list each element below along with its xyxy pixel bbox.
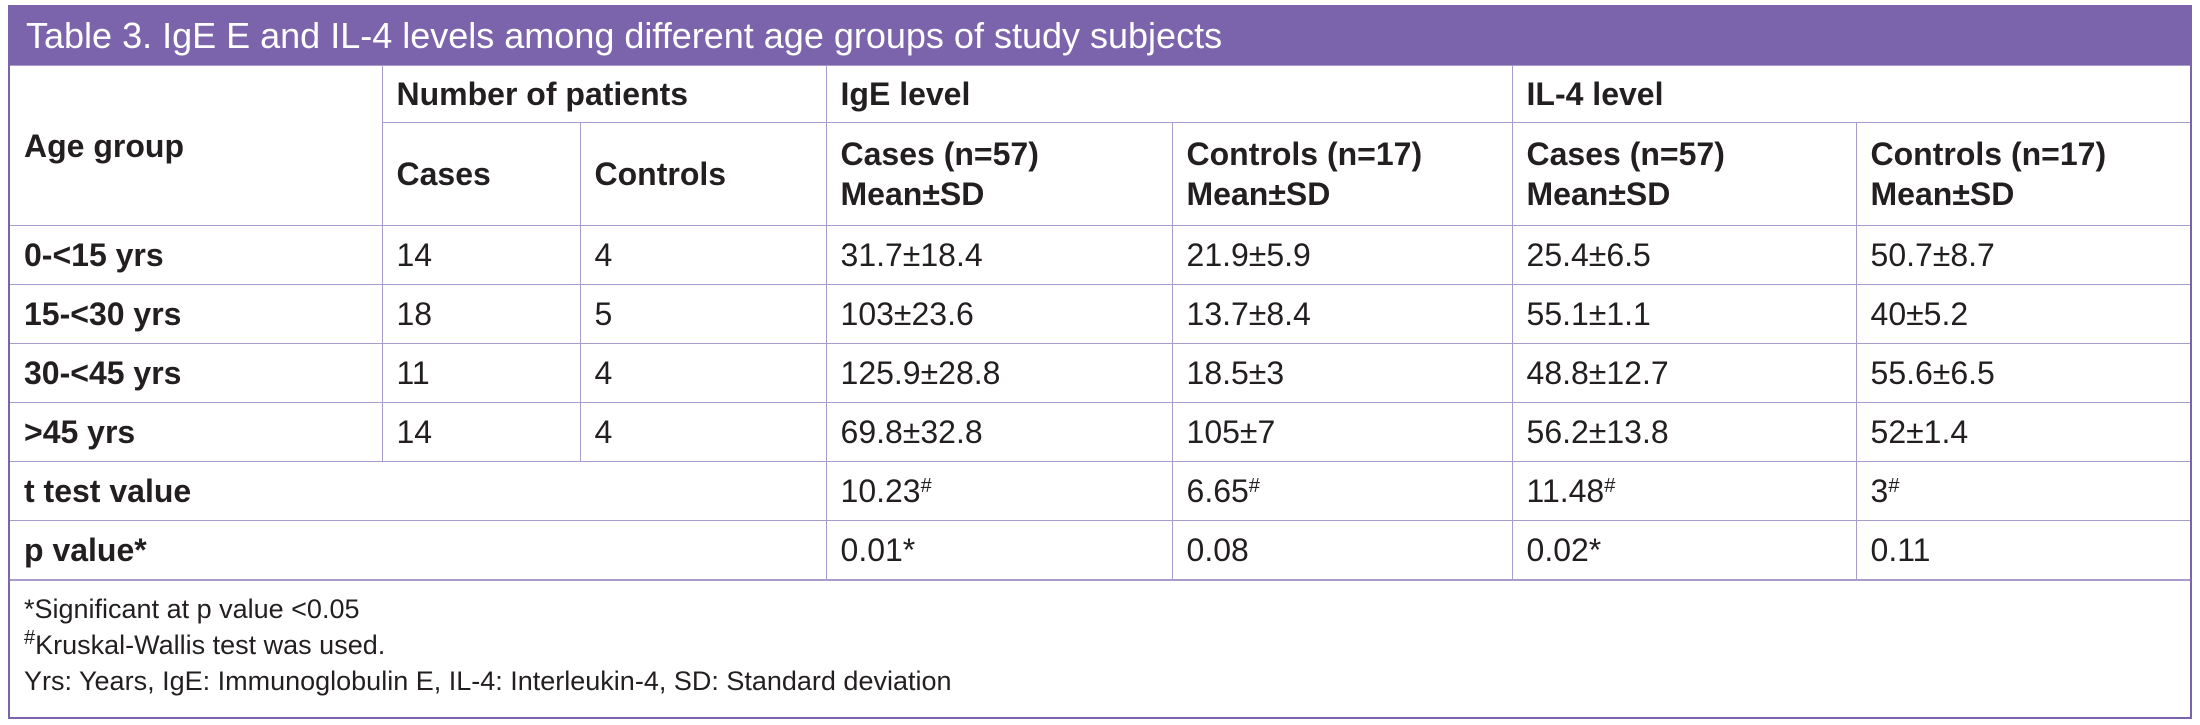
footnote-kruskal-wallis-text: Kruskal-Wallis test was used. bbox=[35, 630, 386, 660]
ttest-il4-cases: 11.48# bbox=[1511, 461, 1857, 521]
cell-cases: 18 bbox=[381, 284, 581, 344]
cell-cases: 14 bbox=[381, 402, 581, 462]
cell-ige-cases: 69.8±32.8 bbox=[825, 402, 1173, 462]
table-row: 0-<15 yrs 14 4 31.7±18.4 21.9±5.9 25.4±6… bbox=[10, 225, 2190, 285]
cell-ige-cases: 103±23.6 bbox=[825, 284, 1173, 344]
cell-il4-cases: 25.4±6.5 bbox=[1511, 225, 1857, 285]
header-row-2: Cases Controls Cases (n=57) Mean±SD Cont… bbox=[10, 122, 2190, 226]
cell-il4-controls: 50.7±8.7 bbox=[1855, 225, 2190, 285]
footnote-abbreviations: Yrs: Years, IgE: Immunoglobulin E, IL-4:… bbox=[24, 666, 952, 696]
ttest-label: t test value bbox=[10, 461, 827, 521]
cell-il4-cases: 55.1±1.1 bbox=[1511, 284, 1857, 344]
table-row: 15-<30 yrs 18 5 103±23.6 13.7±8.4 55.1±1… bbox=[10, 284, 2190, 344]
hash-mark: # bbox=[24, 627, 36, 649]
ttest-ige-controls: 6.65# bbox=[1171, 461, 1513, 521]
cell-controls: 4 bbox=[579, 343, 827, 403]
table-row: 30-<45 yrs 11 4 125.9±28.8 18.5±3 48.8±1… bbox=[10, 343, 2190, 403]
cell-cases: 11 bbox=[381, 343, 581, 403]
header-number-of-patients: Number of patients bbox=[381, 65, 827, 123]
cell-age-group: 30-<45 yrs bbox=[10, 343, 383, 403]
header-il4-cases-line2: Mean±SD bbox=[1526, 176, 1671, 212]
cell-ige-controls: 13.7±8.4 bbox=[1171, 284, 1513, 344]
cell-ige-controls: 21.9±5.9 bbox=[1171, 225, 1513, 285]
ttest-il4-controls-value: 3 bbox=[1870, 473, 1889, 509]
ttest-il4-cases-value: 11.48 bbox=[1526, 473, 1605, 509]
hash-mark: # bbox=[920, 475, 932, 497]
header-age-group: Age group bbox=[10, 65, 383, 226]
header-controls: Controls bbox=[579, 122, 827, 226]
cell-controls: 4 bbox=[579, 402, 827, 462]
cell-controls: 5 bbox=[579, 284, 827, 344]
cell-il4-controls: 40±5.2 bbox=[1855, 284, 2190, 344]
header-il4-cases: Cases (n=57) Mean±SD bbox=[1511, 122, 1857, 226]
header-il4-controls: Controls (n=17) Mean±SD bbox=[1855, 122, 2190, 226]
header-ige-controls-line1: Controls (n=17) bbox=[1186, 136, 1423, 172]
table-title: Table 3. IgE E and IL-4 levels among dif… bbox=[10, 7, 2190, 65]
cell-ige-controls: 105±7 bbox=[1171, 402, 1513, 462]
cell-age-group: 0-<15 yrs bbox=[10, 225, 383, 285]
header-il4-cases-line1: Cases (n=57) bbox=[1526, 136, 1725, 172]
header-ige-cases-line1: Cases (n=57) bbox=[840, 136, 1039, 172]
hash-mark: # bbox=[1248, 475, 1260, 497]
table-row: >45 yrs 14 4 69.8±32.8 105±7 56.2±13.8 5… bbox=[10, 402, 2190, 462]
cell-controls: 4 bbox=[579, 225, 827, 285]
header-ige-cases: Cases (n=57) Mean±SD bbox=[825, 122, 1173, 226]
footnote-kruskal-wallis: #Kruskal-Wallis test was used. bbox=[24, 627, 2190, 663]
header-cases: Cases bbox=[382, 122, 581, 226]
cell-age-group: 15-<30 yrs bbox=[10, 284, 383, 344]
ttest-ige-cases-value: 10.23 bbox=[840, 473, 921, 509]
ttest-row: t test value 10.23# 6.65# 11.48# 3# bbox=[10, 461, 2190, 521]
cell-ige-cases: 31.7±18.4 bbox=[825, 225, 1173, 285]
ttest-il4-controls: 3# bbox=[1855, 461, 2190, 521]
header-row-1: Age group Number of patients IgE level I… bbox=[10, 65, 2190, 226]
table-footnotes: *Significant at p value <0.05 #Kruskal-W… bbox=[10, 580, 2190, 699]
data-table: Age group Number of patients IgE level I… bbox=[10, 65, 2190, 580]
cell-il4-cases: 48.8±12.7 bbox=[1511, 343, 1857, 403]
cell-ige-cases: 125.9±28.8 bbox=[825, 343, 1173, 403]
ttest-ige-controls-value: 6.65 bbox=[1186, 473, 1249, 509]
header-ige-level: IgE level bbox=[825, 65, 1513, 123]
pvalue-ige-cases: 0.01* bbox=[825, 520, 1173, 580]
header-ige-cases-line2: Mean±SD bbox=[840, 176, 985, 212]
pvalue-label: p value* bbox=[10, 520, 827, 580]
pvalue-row: p value* 0.01* 0.08 0.02* 0.11 bbox=[10, 520, 2190, 580]
cell-cases: 14 bbox=[381, 225, 581, 285]
pvalue-il4-cases: 0.02* bbox=[1511, 520, 1857, 580]
header-il4-level: IL-4 level bbox=[1511, 65, 2190, 123]
cell-il4-controls: 52±1.4 bbox=[1855, 402, 2190, 462]
hash-mark: # bbox=[1604, 475, 1616, 497]
footnote-significance: *Significant at p value <0.05 bbox=[24, 594, 360, 624]
cell-il4-controls: 55.6±6.5 bbox=[1855, 343, 2190, 403]
header-il4-controls-line1: Controls (n=17) bbox=[1870, 136, 2107, 172]
header-ige-controls: Controls (n=17) Mean±SD bbox=[1171, 122, 1513, 226]
header-ige-controls-line2: Mean±SD bbox=[1186, 176, 1331, 212]
cell-il4-cases: 56.2±13.8 bbox=[1511, 402, 1857, 462]
ttest-ige-cases: 10.23# bbox=[825, 461, 1173, 521]
hash-mark: # bbox=[1888, 475, 1900, 497]
header-il4-controls-line2: Mean±SD bbox=[1870, 176, 2015, 212]
pvalue-il4-controls: 0.11 bbox=[1855, 520, 2190, 580]
table-frame: Table 3. IgE E and IL-4 levels among dif… bbox=[8, 5, 2192, 719]
cell-age-group: >45 yrs bbox=[10, 402, 383, 462]
cell-ige-controls: 18.5±3 bbox=[1171, 343, 1513, 403]
pvalue-ige-controls: 0.08 bbox=[1171, 520, 1513, 580]
